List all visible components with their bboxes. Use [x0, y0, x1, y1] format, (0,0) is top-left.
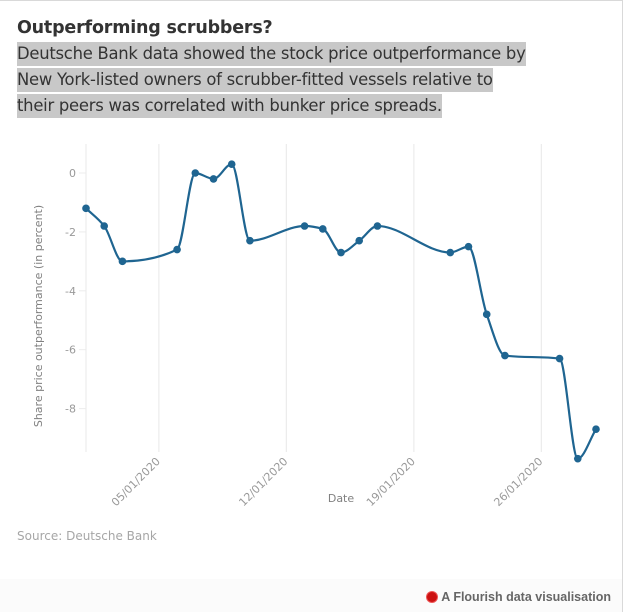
data-point[interactable]: [191, 169, 200, 177]
data-point[interactable]: [482, 310, 491, 319]
flourish-logo-icon: [427, 592, 438, 602]
data-point[interactable]: [355, 236, 364, 245]
data-point[interactable]: [464, 242, 473, 251]
y-tick-label: 0: [69, 167, 76, 180]
data-point[interactable]: [82, 204, 90, 213]
data-point[interactable]: [318, 225, 327, 233]
gridlines: [158, 144, 542, 452]
x-tick-label: 12/01/2020: [236, 455, 290, 509]
x-tick-label: 19/01/2020: [364, 455, 418, 509]
data-point[interactable]: [337, 248, 345, 257]
line-chart: 0 -2 -4 -6 -8 05/01/2020 12/01/2020 19/01/2020…: [32, 144, 600, 509]
y-tick-label: -4: [65, 285, 76, 298]
footer: A Flourish data visualisation: [0, 579, 622, 612]
data-points: [82, 160, 600, 463]
data-point[interactable]: [300, 222, 309, 230]
series-line: [85, 163, 597, 460]
x-tick-label: 05/01/2020: [109, 455, 163, 509]
data-point[interactable]: [246, 236, 254, 245]
data-point[interactable]: [573, 454, 582, 463]
data-point[interactable]: [501, 351, 509, 360]
y-tick-label: -2: [65, 226, 76, 239]
data-point[interactable]: [227, 160, 236, 168]
chart-subtitle: Deutsche Bank data showed the stock pric…: [17, 41, 617, 119]
data-point[interactable]: [446, 248, 455, 257]
chart-title: Outperforming scrubbers?: [17, 18, 273, 38]
data-point[interactable]: [373, 222, 382, 230]
data-point[interactable]: [592, 425, 600, 434]
y-axis-title: Share price outperformance (in percent): [32, 205, 45, 427]
subtitle-line-3: their peers was correlated with bunker p…: [17, 94, 442, 118]
x-axis-title: Date: [328, 492, 355, 505]
subtitle-line-2: New York-listed owners of scrubber-fitte…: [17, 68, 493, 92]
source-note: Source: Deutsche Bank: [17, 529, 157, 543]
y-tick-label: -8: [65, 403, 76, 416]
flourish-credit-text: A Flourish data visualisation: [441, 590, 611, 604]
data-point[interactable]: [173, 245, 181, 254]
y-tick-label: -6: [65, 344, 76, 357]
data-point[interactable]: [209, 175, 218, 183]
data-point[interactable]: [100, 222, 109, 230]
chart-header: Outperforming scrubbers? Deutsche Bank d…: [17, 15, 617, 119]
x-tick-label: 26/01/2020: [491, 455, 545, 509]
data-point[interactable]: [555, 354, 564, 363]
flourish-credit-link[interactable]: A Flourish data visualisation: [427, 590, 611, 604]
y-axis: 0 -2 -4 -6 -8: [65, 144, 87, 452]
data-point[interactable]: [118, 257, 127, 266]
subtitle-line-1: Deutsche Bank data showed the stock pric…: [17, 42, 526, 66]
